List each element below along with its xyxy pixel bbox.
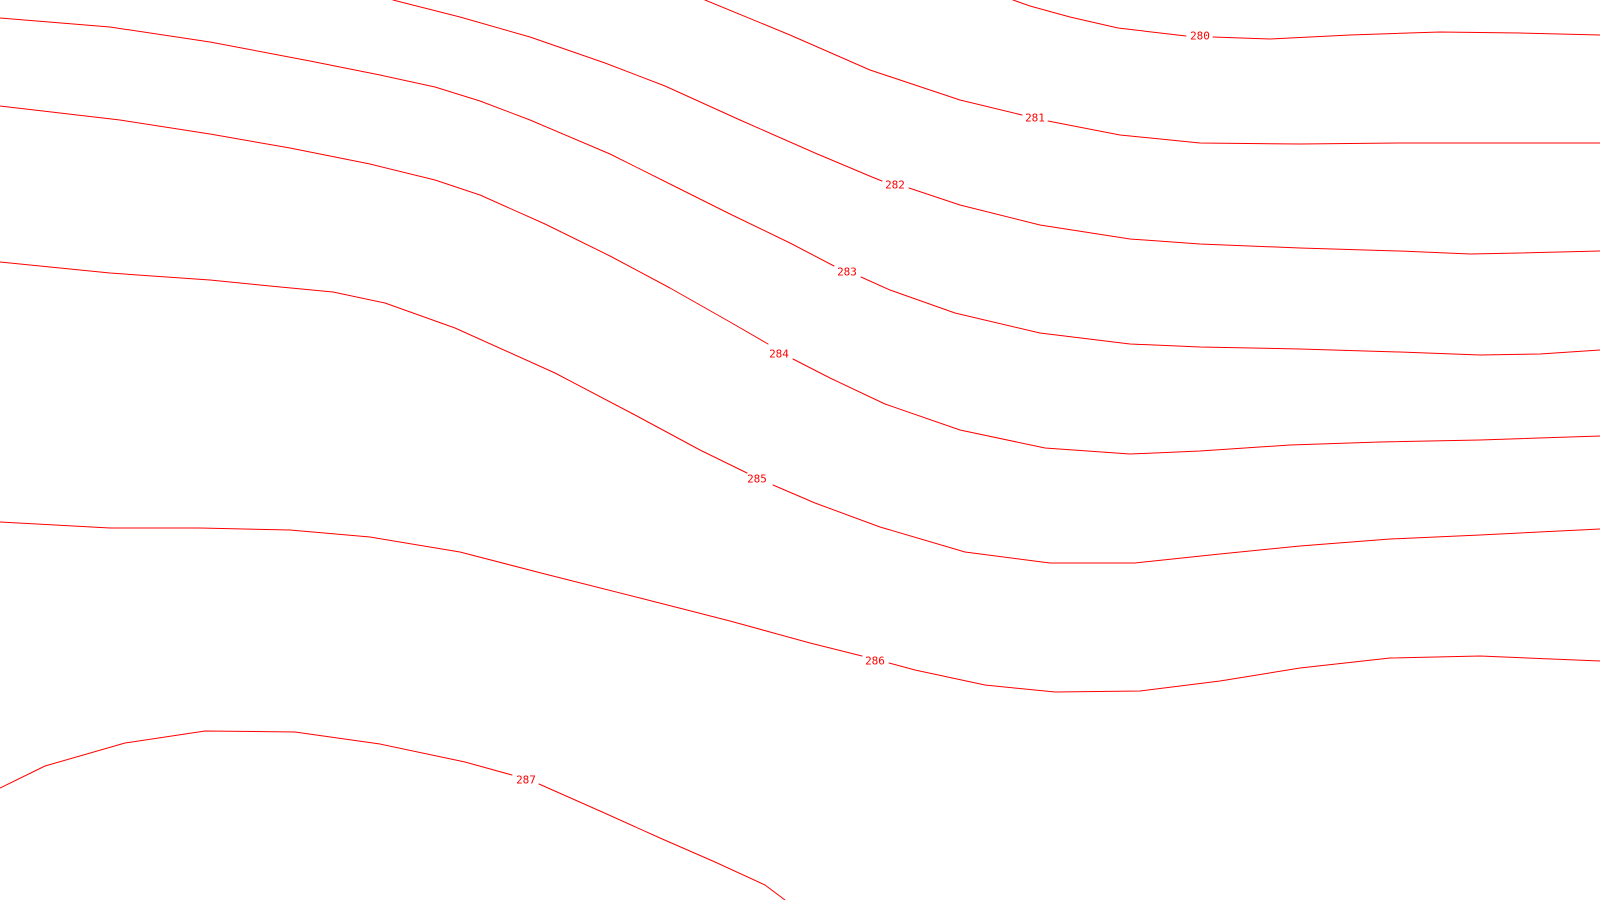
contour-line xyxy=(1212,31,1600,40)
contour-line xyxy=(0,521,863,657)
contour-line xyxy=(772,484,1600,564)
contour-line xyxy=(908,187,1600,255)
contour-282: 282 xyxy=(392,0,1600,255)
contour-line xyxy=(0,261,748,474)
contour-line xyxy=(538,783,786,900)
contour-label: 287 xyxy=(516,774,536,787)
contour-label: 282 xyxy=(885,179,905,192)
contour-284: 284 xyxy=(0,105,1600,455)
contour-label: 283 xyxy=(837,266,857,279)
contour-line xyxy=(392,0,883,182)
contour-287: 287 xyxy=(0,730,786,900)
contour-281: 281 xyxy=(704,0,1600,145)
contour-line xyxy=(792,358,1600,455)
contour-label: 281 xyxy=(1025,112,1045,125)
contour-line xyxy=(0,730,513,789)
contour-label: 280 xyxy=(1190,30,1210,43)
contour-line xyxy=(1012,0,1187,37)
contour-line xyxy=(0,105,769,345)
contour-line xyxy=(1047,120,1600,145)
contour-line xyxy=(888,655,1600,693)
contour-label: 286 xyxy=(865,655,885,668)
contour-285: 285 xyxy=(0,261,1600,564)
contour-line xyxy=(704,0,1023,116)
contour-line xyxy=(0,17,835,267)
contour-line xyxy=(860,276,1600,356)
contour-280: 280 xyxy=(1012,0,1600,43)
contour-label: 285 xyxy=(747,473,767,486)
contour-label: 284 xyxy=(769,348,789,361)
contour-286: 286 xyxy=(0,521,1600,693)
contour-283: 283 xyxy=(0,17,1600,356)
